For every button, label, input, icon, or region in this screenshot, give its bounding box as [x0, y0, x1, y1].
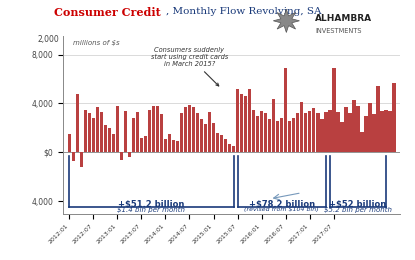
Bar — [356, 106, 360, 152]
Bar — [95, 107, 99, 152]
Bar — [240, 94, 243, 152]
Bar — [120, 152, 123, 160]
Bar — [168, 134, 171, 152]
Bar — [192, 107, 195, 152]
Text: INVESTMENTS: INVESTMENTS — [315, 28, 362, 34]
Bar — [244, 96, 247, 152]
Bar — [124, 111, 127, 152]
Bar — [328, 109, 332, 152]
Text: $5.2 bln per month: $5.2 bln per month — [324, 207, 392, 213]
Bar — [228, 144, 231, 152]
Bar — [71, 152, 75, 161]
Bar — [392, 83, 395, 152]
Bar — [376, 86, 380, 152]
Bar — [276, 121, 279, 152]
Bar — [156, 106, 159, 152]
Bar — [280, 118, 283, 152]
Bar — [304, 113, 308, 152]
Text: +$51.2 billion: +$51.2 billion — [118, 200, 185, 209]
Text: Consumers suddenly
start using credit cards
in March 2015?: Consumers suddenly start using credit ca… — [151, 47, 228, 86]
Text: Consumer Credit: Consumer Credit — [54, 6, 161, 17]
Bar — [380, 111, 383, 152]
Bar — [100, 112, 103, 152]
Bar — [88, 113, 91, 152]
Bar — [132, 118, 135, 152]
Bar — [332, 68, 336, 152]
Bar — [148, 109, 151, 152]
Bar — [80, 152, 83, 167]
Bar — [384, 109, 388, 152]
Bar — [136, 112, 139, 152]
Text: ALHAMBRA: ALHAMBRA — [315, 14, 373, 23]
Bar — [116, 106, 119, 152]
Bar — [216, 133, 219, 152]
Text: $1.4 bln per month: $1.4 bln per month — [117, 207, 186, 213]
Bar — [212, 123, 215, 152]
Bar — [200, 119, 203, 152]
Bar — [196, 113, 199, 152]
Bar — [236, 89, 239, 152]
Bar — [364, 116, 368, 152]
Bar — [144, 136, 147, 152]
Bar — [348, 113, 352, 152]
Bar — [252, 109, 255, 152]
Bar — [272, 99, 276, 152]
Bar — [128, 152, 131, 157]
Bar — [256, 116, 259, 152]
Bar — [68, 134, 71, 152]
Bar — [284, 68, 288, 152]
Text: (revised from $104 bln): (revised from $104 bln) — [244, 207, 319, 212]
Bar — [83, 109, 87, 152]
Bar — [324, 112, 327, 152]
Bar — [248, 89, 251, 152]
Bar — [232, 146, 235, 152]
Text: +$78.2 billion: +$78.2 billion — [249, 200, 315, 209]
Bar — [344, 107, 348, 152]
Bar — [220, 135, 223, 152]
Bar — [320, 119, 324, 152]
Bar — [316, 113, 320, 152]
Bar — [296, 113, 300, 152]
Bar — [260, 111, 264, 152]
Bar — [152, 106, 155, 152]
Bar — [312, 108, 315, 152]
Bar — [288, 121, 291, 152]
Bar — [172, 140, 175, 152]
Bar — [372, 114, 376, 152]
Bar — [160, 114, 163, 152]
Bar — [180, 113, 183, 152]
Bar — [268, 119, 271, 152]
Bar — [208, 112, 211, 152]
Text: 2,000: 2,000 — [37, 35, 59, 44]
Bar — [308, 111, 312, 152]
Text: +$52 billion: +$52 billion — [329, 200, 386, 209]
Bar — [388, 111, 392, 152]
Bar — [292, 118, 295, 152]
Bar — [300, 102, 303, 152]
Bar — [340, 122, 344, 152]
Bar — [188, 105, 191, 152]
Bar — [204, 124, 207, 152]
Bar — [224, 139, 227, 152]
Bar — [264, 113, 267, 152]
Bar — [104, 126, 107, 152]
Bar — [184, 107, 187, 152]
Bar — [107, 128, 111, 152]
Bar — [176, 141, 179, 152]
Bar — [92, 118, 95, 152]
Bar — [112, 134, 115, 152]
Text: millions of $s: millions of $s — [73, 40, 120, 46]
Bar — [352, 100, 356, 152]
Bar — [368, 103, 371, 152]
Bar — [164, 139, 167, 152]
Bar — [336, 112, 339, 152]
Bar — [76, 94, 79, 152]
Bar — [140, 138, 143, 152]
Bar — [360, 132, 364, 152]
Text: , Monthly Flow Revolving, SA: , Monthly Flow Revolving, SA — [166, 6, 322, 16]
